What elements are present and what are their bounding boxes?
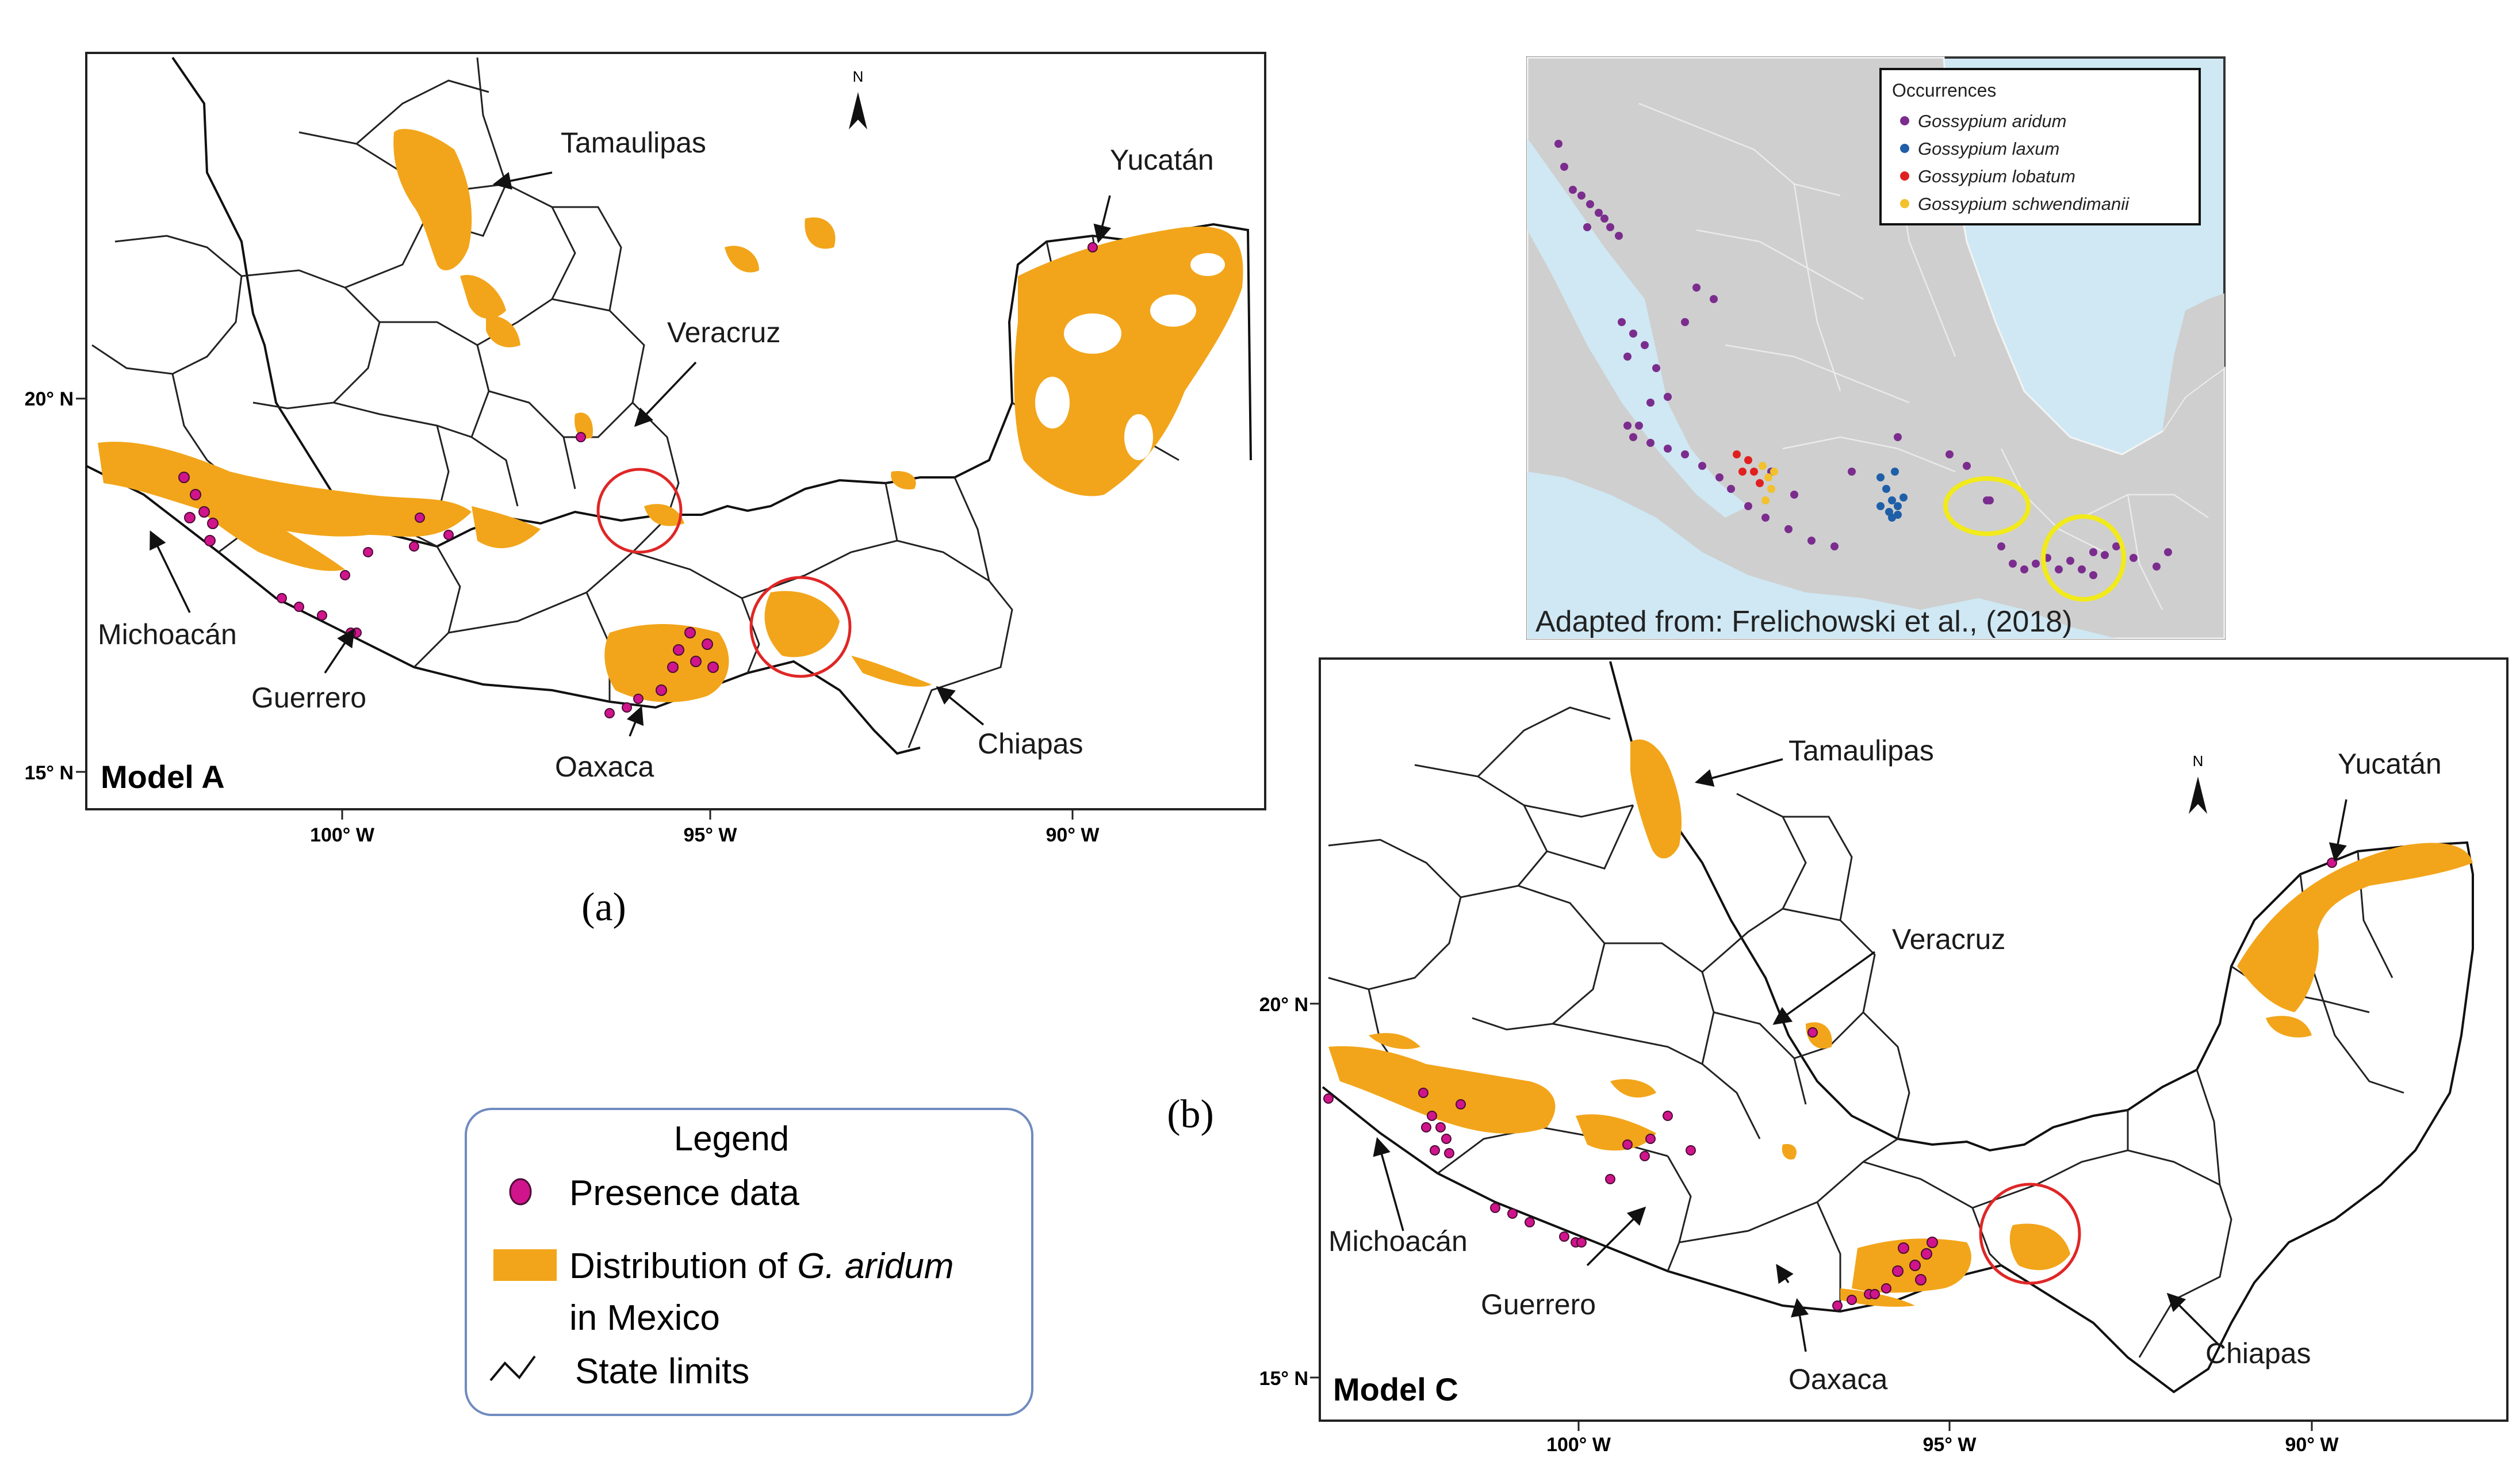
lon-axis-a: 100° W 95° W 90° W (310, 809, 1100, 846)
lon-axis-c: 100° W 95° W 90° W (1546, 1421, 2339, 1456)
occurrence-legend-title: Occurrences (1892, 80, 1996, 101)
state-label-veracruz-a: Veracruz (667, 316, 780, 349)
map-legend: Legend Presence data Distribution of G. … (465, 1108, 1033, 1416)
lat-axis-c: 20° N 15° N (1259, 994, 1320, 1390)
map-legend-title: Legend (674, 1119, 789, 1158)
presence-swatch (509, 1178, 532, 1206)
presence-points-a (178, 242, 1098, 718)
lobatum-points (1733, 450, 1764, 487)
state-label-yucatan-a: Yucatán (1110, 144, 1214, 176)
map-legend-box (465, 1108, 1033, 1416)
state-limits-legend-label: State limits (575, 1352, 749, 1391)
state-labels-c: Tamaulipas Yucatán Veracruz Michoacán Gu… (1328, 734, 2442, 1395)
state-label-yucatan-c: Yucatán (2338, 748, 2442, 780)
panel-a-map: N Tamaulipas Yucatán Veracruz Michoacán … (25, 52, 1266, 846)
arrows-c (1373, 758, 2347, 1352)
presence-legend-label: Presence data (569, 1173, 799, 1213)
state-limits-swatch (489, 1355, 536, 1382)
lat-tick-a-15: 15° N (25, 762, 74, 784)
occurrence-legend: Occurrences Gossypium aridum Gossypium l… (1879, 68, 2201, 225)
distribution-legend-prefix: Distribution of (569, 1246, 797, 1286)
state-label-oaxaca-c: Oaxaca (1788, 1363, 1888, 1395)
lat-tick-c-20: 20° N (1259, 994, 1308, 1016)
caption-b: (b) (1167, 1092, 1214, 1137)
highlight-circle-c (1979, 1183, 2081, 1285)
panel-c-map: N Tamaulipas Yucatán Veracruz Michoacán … (1259, 657, 2508, 1456)
highlight-circles-a (596, 468, 852, 678)
distribution-legend-species: G. aridum (797, 1246, 953, 1286)
schwendimanii-points (1759, 462, 1778, 504)
state-label-guerrero-a: Guerrero (251, 682, 366, 714)
state-label-tamaulipas-c: Tamaulipas (1788, 734, 1934, 767)
lon-tick-a-95: 95° W (684, 824, 738, 846)
north-arrow-c: N (2189, 752, 2207, 814)
panel-b-yucatan (2162, 293, 2224, 431)
state-label-guerrero-c: Guerrero (1481, 1288, 1596, 1321)
yucatan-holes-a (1035, 253, 1225, 460)
model-label-a: Model A (101, 759, 225, 795)
north-arrow-a: N (849, 68, 867, 129)
lon-tick-c-90: 90° W (2285, 1434, 2339, 1456)
aridum-points (1554, 140, 2172, 579)
state-label-michoacan-a: Michoacán (98, 618, 237, 651)
occurrence-points-b (1554, 140, 2172, 579)
mexico-outline-a (171, 56, 1252, 548)
source-attribution: Adapted from: Frelichowski et al., (2018… (1535, 605, 2073, 638)
highlight-ellipses-b (1943, 476, 2126, 602)
panel-b-pacific (1527, 472, 2116, 638)
distribution-a (98, 129, 1243, 702)
arrows-a (150, 171, 1112, 737)
distribution-legend-suffix: in Mexico (569, 1298, 720, 1338)
model-label-c: Model C (1333, 1371, 1458, 1407)
legend-species-aridum: Gossypium aridum (1918, 111, 2066, 131)
legend-species-laxum: Gossypium laxum (1918, 139, 2059, 159)
north-label-c: N (2193, 752, 2204, 770)
panel-b-gulf-cut (1527, 58, 1748, 518)
legend-species-lobatum: Gossypium lobatum (1918, 166, 2075, 186)
state-label-tamaulipas-a: Tamaulipas (561, 127, 706, 159)
state-label-chiapas-c: Chiapas (2205, 1337, 2311, 1369)
panel-b-state-lines (1638, 102, 2209, 610)
occurrence-legend-box (1879, 68, 2201, 225)
north-label-a: N (853, 68, 864, 85)
state-labels-a: Tamaulipas Yucatán Veracruz Michoacán Gu… (98, 127, 1214, 783)
caption-a: (a) (581, 885, 626, 929)
state-label-veracruz-c: Veracruz (1892, 923, 2005, 955)
lat-tick-a-20: 20° N (25, 388, 74, 410)
laxum-points (1876, 468, 1908, 522)
distribution-legend-label: Distribution of G. aridum (569, 1246, 953, 1286)
lon-tick-a-100: 100° W (310, 824, 375, 846)
panel-b-map: Occurrences Gossypium aridum Gossypium l… (1526, 56, 2226, 640)
distribution-swatch (493, 1249, 557, 1281)
legend-species-schwendimanii: Gossypium schwendimanii (1918, 194, 2130, 214)
lon-tick-c-95: 95° W (1923, 1434, 1977, 1456)
lon-tick-a-90: 90° W (1046, 824, 1100, 846)
lat-axis-a: 20° N 15° N (25, 388, 86, 784)
state-label-chiapas-a: Chiapas (978, 728, 1083, 760)
lat-tick-c-15: 15° N (1259, 1368, 1308, 1390)
state-label-oaxaca-a: Oaxaca (555, 751, 654, 783)
lon-tick-c-100: 100° W (1546, 1434, 1611, 1456)
state-label-michoacan-c: Michoacán (1328, 1225, 1468, 1257)
